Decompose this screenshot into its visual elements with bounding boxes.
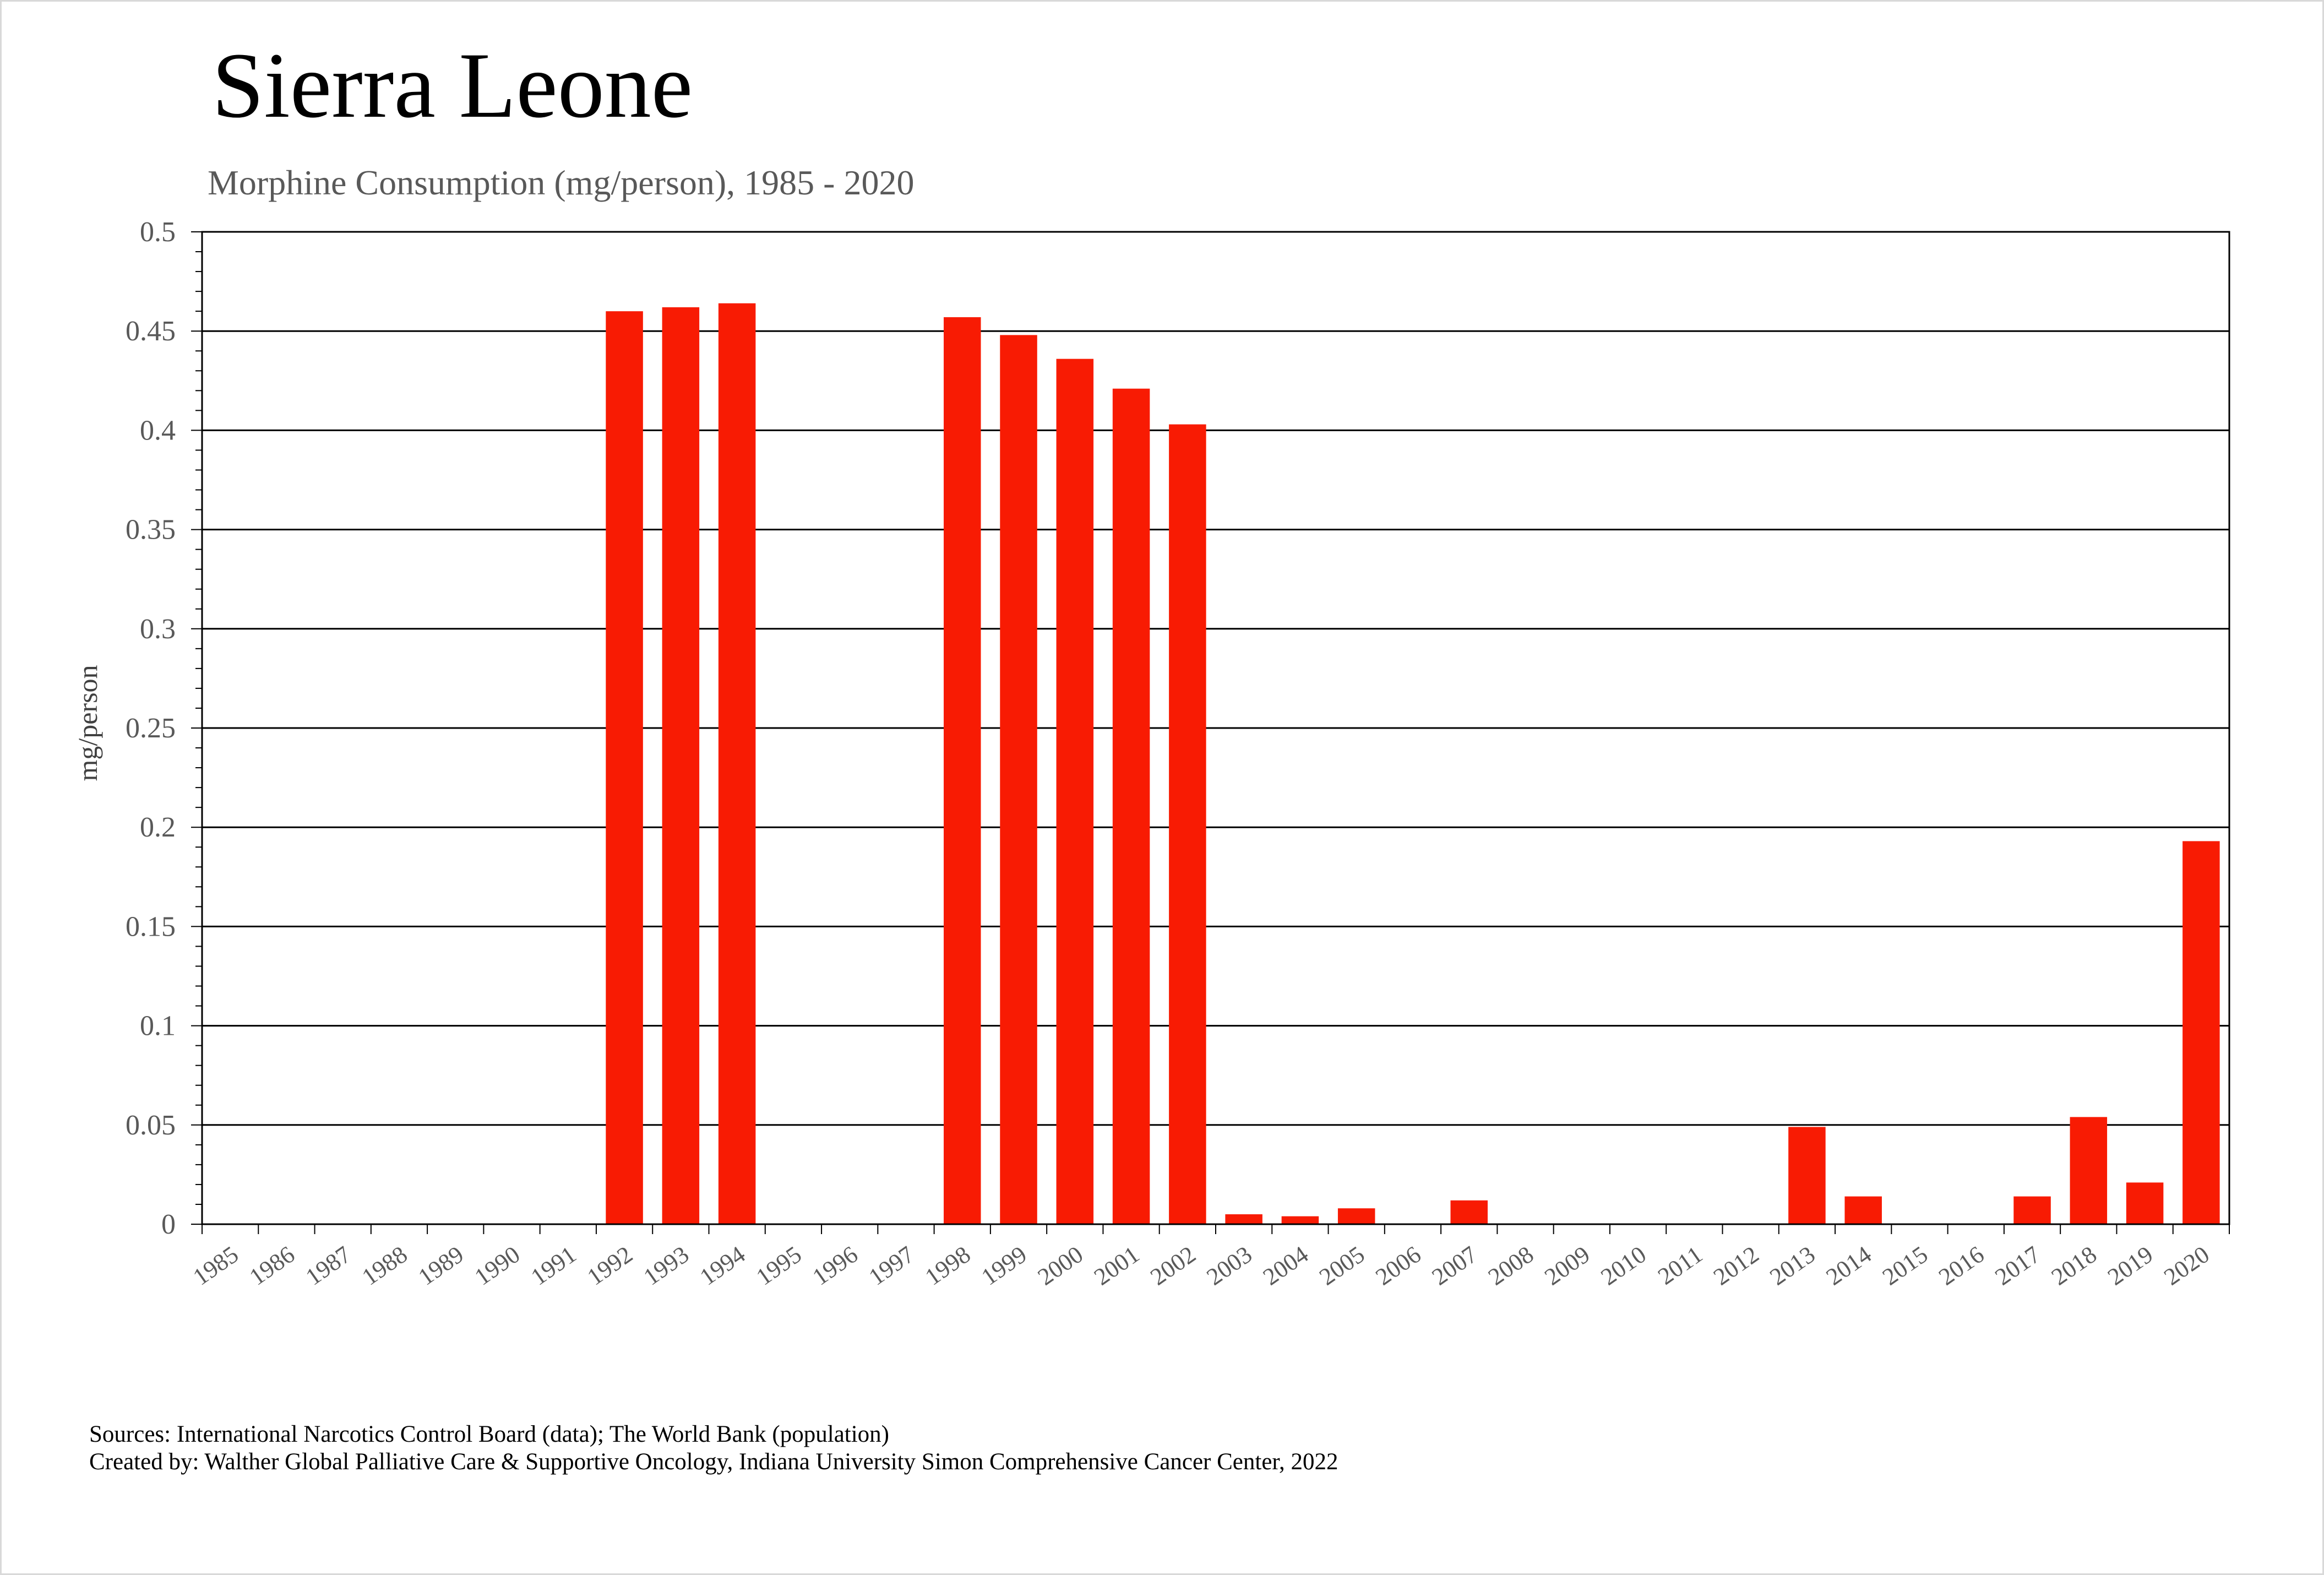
y-tick-label: 0.2 xyxy=(140,812,176,843)
x-tick-label: 2009 xyxy=(1539,1241,1594,1291)
x-tick-label: 2012 xyxy=(1708,1241,1764,1291)
gridlines xyxy=(202,231,2229,1126)
bar-2020 xyxy=(2183,841,2220,1224)
bar-2013 xyxy=(1788,1127,1826,1224)
x-tick-label: 2013 xyxy=(1765,1241,1820,1291)
x-tick-label: 2019 xyxy=(2103,1241,2158,1291)
x-tick-label: 2008 xyxy=(1483,1241,1538,1291)
bar-1999 xyxy=(1000,335,1037,1225)
x-tick-label: 1993 xyxy=(639,1241,694,1291)
x-tick-label: 1996 xyxy=(808,1241,863,1291)
x-tick-label: 1986 xyxy=(244,1241,300,1291)
y-tick-label: 0.05 xyxy=(126,1110,176,1141)
x-tick-label: 2011 xyxy=(1653,1241,1707,1290)
x-tick-label: 1985 xyxy=(188,1241,243,1291)
credits-note: Created by: Walther Global Palliative Ca… xyxy=(89,1449,1338,1475)
x-tick-label: 2004 xyxy=(1258,1241,1313,1291)
y-tick-label: 0.5 xyxy=(140,216,176,248)
x-tick-label: 1990 xyxy=(470,1241,525,1291)
x-tick-label: 1988 xyxy=(357,1241,412,1291)
x-tick-label: 2010 xyxy=(1596,1241,1651,1291)
plot-area-border xyxy=(201,231,2230,1225)
y-tick-label: 0.35 xyxy=(126,514,176,546)
bar-2003 xyxy=(1225,1214,1262,1224)
y-tick-label: 0.15 xyxy=(126,911,176,942)
x-tick-label: 2002 xyxy=(1145,1241,1200,1291)
x-tick-label: 2006 xyxy=(1371,1241,1426,1291)
bar-2014 xyxy=(1844,1196,1882,1224)
chart-subtitle: Morphine Consumption (mg/person), 1985 -… xyxy=(208,163,915,202)
x-tick-label: 2017 xyxy=(1990,1241,2045,1291)
bar-2019 xyxy=(2126,1182,2164,1224)
bar-2018 xyxy=(2070,1117,2108,1224)
bar-1998 xyxy=(943,317,981,1225)
sources-note: Sources: International Narcotics Control… xyxy=(89,1421,889,1447)
x-tick-label: 1989 xyxy=(413,1241,469,1291)
bar-2001 xyxy=(1112,388,1150,1224)
x-tick-label: 2000 xyxy=(1033,1241,1088,1291)
chart-title: Sierra Leone xyxy=(212,34,693,137)
x-tick-label: 2007 xyxy=(1427,1241,1482,1291)
x-tick-label: 2014 xyxy=(1821,1241,1876,1291)
x-tick-label: 1997 xyxy=(864,1241,919,1291)
x-tick-label: 2020 xyxy=(2159,1241,2214,1291)
x-tick-label: 2016 xyxy=(1934,1241,1989,1291)
y-tick-label: 0.4 xyxy=(140,415,176,446)
y-tick-label: 0.25 xyxy=(126,713,176,744)
y-axis-title: mg/person xyxy=(72,665,103,781)
x-tick-label: 1991 xyxy=(526,1241,581,1291)
bar-2002 xyxy=(1169,424,1206,1224)
bar-1992 xyxy=(606,311,643,1225)
bar-1993 xyxy=(662,307,700,1224)
bar-2017 xyxy=(2013,1196,2051,1224)
bar-1994 xyxy=(718,303,756,1224)
axes xyxy=(191,231,2230,1234)
bars xyxy=(606,303,2220,1225)
y-tick-label: 0.3 xyxy=(140,613,176,645)
x-tick-label: 1994 xyxy=(695,1241,750,1291)
x-tick-label: 1992 xyxy=(583,1241,638,1291)
x-tick-label: 1995 xyxy=(751,1241,806,1291)
bar-2005 xyxy=(1337,1208,1375,1224)
x-tick-label: 2015 xyxy=(1877,1241,1933,1291)
y-tick-label: 0 xyxy=(161,1209,176,1240)
bar-2004 xyxy=(1281,1216,1319,1224)
x-tick-label: 2005 xyxy=(1314,1241,1369,1291)
bar-2007 xyxy=(1450,1200,1488,1224)
x-tick-label: 1999 xyxy=(977,1241,1032,1291)
x-tick-label: 1987 xyxy=(301,1241,356,1291)
x-tick-label: 1998 xyxy=(920,1241,975,1291)
y-tick-label: 0.1 xyxy=(140,1011,176,1042)
x-tick-label: 2018 xyxy=(2047,1241,2102,1291)
y-tick-label: 0.45 xyxy=(126,316,176,347)
bar-2000 xyxy=(1056,359,1094,1224)
x-tick-label: 2003 xyxy=(1202,1241,1257,1291)
x-tick-label: 2001 xyxy=(1089,1241,1144,1291)
